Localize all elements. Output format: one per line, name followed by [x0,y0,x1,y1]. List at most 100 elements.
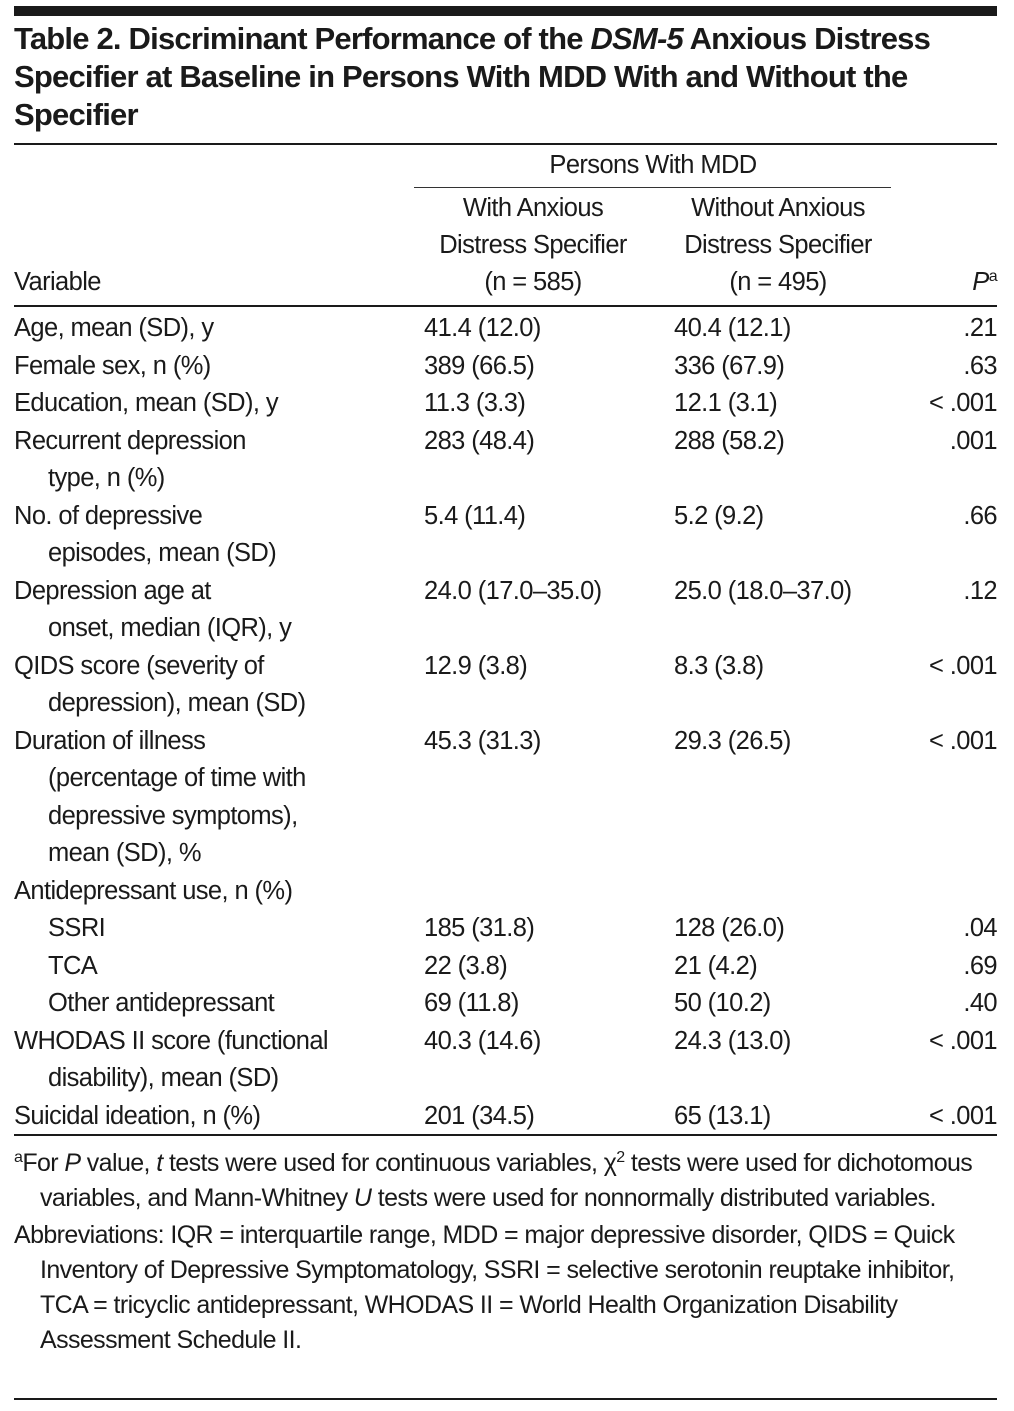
p-label: P [972,268,989,296]
row-label: Antidepressant use, n (%) [14,873,394,911]
p-value: < .001 [928,651,998,680]
p-value: < .001 [928,1026,998,1055]
row-label: Female sex, n (%) [14,348,394,386]
p-value: < .001 [928,1101,998,1130]
p-value: .04 [963,914,997,942]
group-header-rule [414,187,891,188]
footnote-a-text: For [22,1149,65,1177]
row-label: Education, mean (SD), y [14,385,394,423]
p-value: .001 [949,426,998,455]
footnotes: aFor P value, t tests were used for cont… [14,1146,997,1358]
value-without-specifier: 288 (58.2) [674,426,785,455]
row-label-line: No. of depressive [14,501,203,530]
footnote-abbreviations: Abbreviations: IQR = interquartile range… [14,1221,955,1354]
row-label: QIDS score (severity of depression), mean… [14,648,394,723]
value-without-specifier: 24.3 (13.0) [674,1026,791,1055]
row-label-line: Age, mean (SD), y [14,314,214,342]
group-header: Persons With MDD [549,151,757,179]
row-label-line: type, n (%) [48,464,165,492]
value-with-specifier: 41.4 (12.0) [424,314,541,342]
p-value: < .001 [928,726,998,755]
value-without-specifier: 5.2 (9.2) [674,501,764,530]
row-label-line: TCA [48,951,98,980]
value-with-specifier: 45.3 (31.3) [424,726,541,755]
row-label: TCA [14,948,394,986]
row-label-line: Education, mean (SD), y [14,389,279,417]
value-with-specifier: 69 (11.8) [424,989,519,1017]
p-value: .66 [963,501,997,530]
footnote-a-italic-u: U [353,1184,372,1212]
p-value: .21 [963,314,997,342]
row-label-line: Female sex, n (%) [14,351,211,380]
footnote-a-text: tests were used for dichotomous variable… [40,1149,973,1212]
p-value: .12 [963,576,997,605]
value-with-specifier: 12.9 (3.8) [424,651,528,680]
value-without-specifier: 40.4 (12.1) [674,314,791,342]
row-label: Recurrent depression type, n (%) [14,423,394,498]
row-label: WHODAS II score (functional disability), … [14,1023,394,1098]
row-label: Other antidepressant [14,985,394,1023]
value-without-specifier: 21 (4.2) [674,951,758,980]
p-value: .69 [963,951,997,980]
p-footnote-marker: a [988,268,998,285]
value-without-specifier: 50 (10.2) [674,989,771,1017]
title-rule [14,143,997,145]
col1-header-line2: Distress Specifier [439,231,627,259]
table-title: Table 2. Discriminant Performance of the… [14,20,997,134]
row-label-line: Antidepressant use, n (%) [14,876,293,905]
row-label-line: WHODAS II score (functional [14,1026,329,1055]
row-label-line: depression), mean (SD) [48,689,306,717]
col2-header-line3: (n = 495) [729,268,827,296]
col1-header-line3: (n = 585) [484,268,582,296]
footnote-a-chi-superscript: 2 [616,1149,625,1166]
p-value: .63 [963,351,997,380]
col1-header-line1: With Anxious [462,194,604,222]
footnote-a-text: tests were used for nonnormally distribu… [371,1184,937,1212]
row-label-line: mean (SD), % [48,839,202,867]
value-without-specifier: 25.0 (18.0–37.0) [674,576,852,605]
row-label: Suicidal ideation, n (%) [14,1098,394,1136]
row-label-line: depressive symptoms), [48,801,298,830]
row-label-line: Other antidepressant [48,989,275,1017]
col2-header-line1: Without Anxious [691,194,865,222]
row-label-line: (percentage of time with [48,764,306,792]
value-without-specifier: 12.1 (3.1) [674,389,778,417]
row-label: Age, mean (SD), y [14,310,394,348]
top-thick-rule [14,6,997,16]
footnote-a-italic-p: P [64,1149,81,1177]
value-with-specifier: 5.4 (11.4) [424,501,526,530]
p-value: .40 [963,989,997,1017]
title-text-2: Anxious Distress Specifier at Baseline i… [14,21,931,132]
footnote-a-text: value, [80,1149,157,1177]
variable-header: Variable [14,268,101,296]
row-label-line: Recurrent depression [14,426,246,455]
row-label: Duration of illness (percentage of time w… [14,723,394,873]
table-bottom-rule [14,1134,997,1136]
footnote-a-text: tests were used for continuous variables… [162,1149,617,1177]
row-label: Depression age at onset, median (IQR), y [14,573,394,648]
value-with-specifier: 22 (3.8) [424,951,508,980]
row-label-line: Suicidal ideation, n (%) [14,1101,261,1130]
row-label-line: SSRI [48,914,106,942]
value-with-specifier: 11.3 (3.3) [424,389,526,417]
value-with-specifier: 283 (48.4) [424,426,535,455]
row-label-line: disability), mean (SD) [48,1064,279,1092]
value-without-specifier: 8.3 (3.8) [674,651,764,680]
value-with-specifier: 24.0 (17.0–35.0) [424,576,602,605]
row-label-line: Depression age at [14,576,211,605]
row-label: SSRI [14,910,394,948]
row-label-line: onset, median (IQR), y [48,614,292,642]
value-with-specifier: 185 (31.8) [424,914,535,942]
value-with-specifier: 201 (34.5) [424,1101,535,1130]
row-label-line: Duration of illness [14,726,206,755]
value-without-specifier: 29.3 (26.5) [674,726,791,755]
p-value: < .001 [928,389,998,417]
title-text-1: Table 2. Discriminant Performance of the [14,21,591,56]
row-label-line: QIDS score (severity of [14,651,264,680]
value-with-specifier: 40.3 (14.6) [424,1026,541,1055]
footnote-a-italic-t: t [156,1149,163,1177]
col2-header-line2: Distress Specifier [684,231,872,259]
row-label-line: episodes, mean (SD) [48,539,277,567]
value-without-specifier: 128 (26.0) [674,914,785,942]
title-italic: DSM-5 [590,21,683,56]
